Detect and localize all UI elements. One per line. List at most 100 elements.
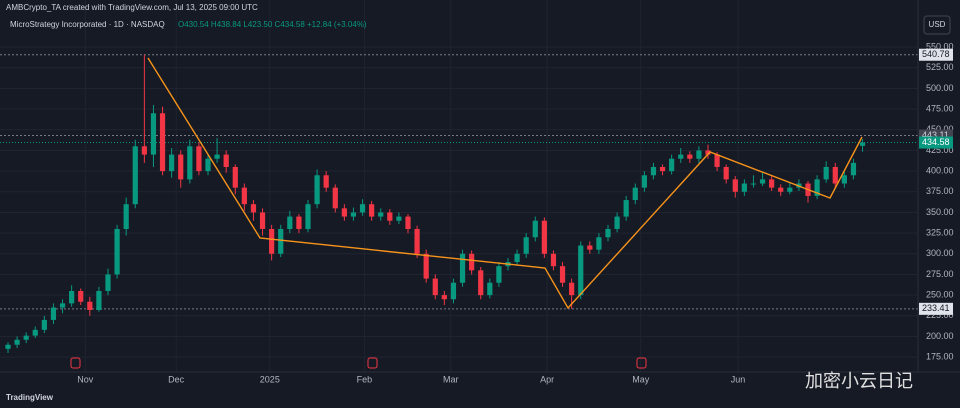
candle-body	[469, 253, 475, 271]
candle-body	[232, 166, 238, 188]
candle-body	[859, 142, 866, 146]
candle-body	[250, 204, 257, 213]
candle-body	[187, 146, 193, 180]
candle-body	[459, 253, 466, 283]
currency[interactable]: USD	[929, 20, 946, 29]
y-tick-label: 250.00	[926, 289, 954, 299]
candle-body	[623, 200, 629, 217]
currency-button[interactable]	[923, 15, 951, 35]
candle-body	[596, 237, 602, 250]
candle-body	[278, 228, 284, 254]
candle-body	[259, 212, 266, 229]
last-price-box	[919, 136, 953, 149]
candle-body	[550, 253, 557, 267]
candle-body	[578, 245, 584, 296]
candle-body	[305, 204, 311, 229]
candle-body	[196, 146, 202, 172]
y-tick-label: 375.00	[926, 186, 954, 196]
candle-body	[487, 282, 493, 296]
price-label: 540.78	[922, 49, 950, 59]
candle-body	[650, 166, 657, 176]
price-label: 233.41	[922, 303, 950, 313]
y-tick-label: 525.00	[926, 62, 954, 72]
y-tick-label: 450.00	[926, 124, 954, 134]
x-tick-label: May	[632, 374, 650, 384]
candle-body	[669, 158, 675, 172]
ohlc-text: O430.54 H438.84 L423.50 C434.58 +12.84 (…	[178, 20, 367, 29]
candle-body	[841, 175, 847, 184]
candle-body	[514, 253, 520, 263]
candle-body	[559, 266, 566, 283]
price-label-box	[919, 48, 953, 61]
candle-body	[696, 150, 702, 159]
candle-body	[32, 329, 38, 336]
candle-body	[632, 187, 638, 201]
candle-body	[496, 266, 502, 283]
y-tick-label: 200.00	[926, 331, 954, 341]
y-tick-label: 225.00	[926, 310, 954, 320]
y-tick-label: 275.00	[926, 269, 954, 279]
candle-body	[450, 282, 457, 300]
y-tick-label: 550.00	[926, 41, 954, 51]
candle-body	[759, 179, 766, 184]
candle-body	[169, 154, 175, 172]
candle-body	[69, 290, 75, 304]
earnings-icons	[70, 357, 647, 369]
candle-body	[432, 278, 438, 296]
price-label-box	[919, 302, 953, 315]
candle-body	[405, 216, 411, 229]
candle-body	[778, 187, 784, 192]
candle-body	[14, 339, 20, 345]
x-tick-label: Dec	[168, 374, 185, 384]
candle-body	[223, 154, 229, 167]
x-tick-label: Feb	[357, 374, 373, 384]
candle-body	[478, 270, 484, 296]
candle-body	[641, 175, 647, 188]
candle-body	[159, 113, 166, 172]
candle-body	[523, 237, 529, 254]
candle-body	[350, 212, 357, 217]
creator: AMBCrypto_TA created with TradingView.co…	[6, 3, 258, 12]
candle-body	[369, 204, 375, 217]
candle-body	[850, 162, 857, 176]
x-tick-label: Jun	[731, 374, 746, 384]
candle-body	[96, 290, 102, 310]
y-tick-label: 175.00	[926, 351, 954, 361]
price-label: 443.11	[922, 130, 949, 140]
y-tick-label: 300.00	[926, 248, 954, 258]
candle-body	[214, 154, 220, 159]
candle-body	[541, 220, 547, 254]
candle-body	[332, 187, 338, 209]
x-tick-label: Nov	[77, 374, 94, 384]
candle-body	[832, 166, 838, 184]
candle-body	[87, 301, 93, 310]
candle-body	[396, 216, 402, 221]
candle-body	[750, 183, 757, 185]
candle-body	[296, 216, 302, 229]
candle-body	[587, 245, 593, 250]
candle-body	[178, 154, 184, 180]
candle-body	[387, 212, 393, 221]
y-tick-label: 475.00	[926, 103, 954, 113]
candle-body	[150, 113, 157, 155]
candle-body	[241, 187, 247, 205]
candle-body	[341, 208, 347, 217]
candle-body	[132, 146, 138, 205]
candle-body	[732, 179, 738, 192]
candle-body	[59, 303, 66, 308]
candle-body	[714, 154, 720, 167]
candle-body	[687, 154, 693, 159]
candle-body	[414, 228, 420, 254]
candle-body	[378, 212, 384, 217]
candle-body	[23, 335, 29, 340]
candle-body	[659, 166, 666, 172]
last-price-label: 434.58	[922, 137, 950, 147]
y-tick-label: 425.00	[926, 145, 954, 155]
x-tick-label: 2025	[260, 374, 280, 384]
x-tick-label: Mar	[443, 374, 459, 384]
candle-body	[569, 282, 575, 296]
candle-body	[205, 158, 211, 172]
candle-body	[359, 204, 366, 213]
y-tick-label: 500.00	[926, 83, 954, 93]
